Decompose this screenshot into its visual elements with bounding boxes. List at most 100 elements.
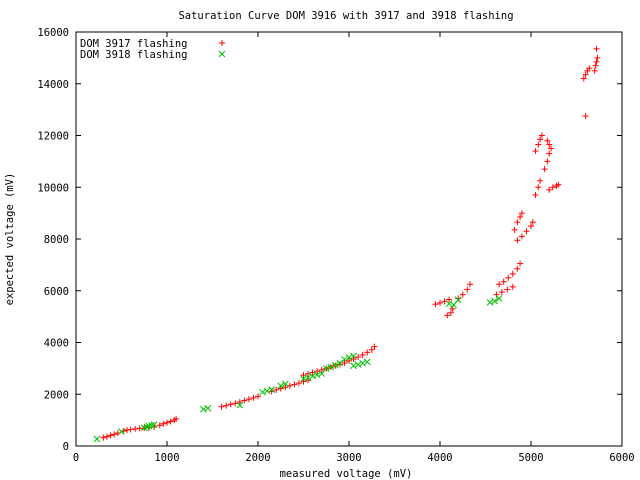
data-point <box>491 297 498 305</box>
data-point <box>273 386 280 393</box>
x-tick-label: 4000 <box>427 452 452 464</box>
data-point <box>236 401 244 409</box>
data-point <box>537 136 544 143</box>
data-point <box>359 351 366 358</box>
data-point <box>331 361 339 369</box>
data-point <box>555 181 562 188</box>
data-point <box>523 228 530 235</box>
data-point <box>518 210 525 217</box>
y-axis-label: expected voltage (mV) <box>4 173 16 306</box>
data-point <box>255 393 261 400</box>
y-tick-label: 0 <box>63 441 69 453</box>
data-point <box>282 384 289 391</box>
data-point <box>509 270 516 277</box>
data-point <box>341 355 348 363</box>
data-point <box>500 278 507 285</box>
legend-marker <box>219 40 225 46</box>
x-tick-label: 0 <box>73 452 79 464</box>
data-point <box>127 426 134 433</box>
data-point <box>496 281 503 288</box>
data-point <box>173 415 180 422</box>
data-point <box>437 299 443 306</box>
data-point <box>350 352 357 360</box>
data-point <box>544 137 551 144</box>
data-point <box>486 299 494 306</box>
data-point <box>445 300 453 308</box>
y-tick-label: 2000 <box>44 389 69 401</box>
x-axis-label: measured voltage (mV) <box>280 468 413 480</box>
data-point <box>517 214 524 221</box>
data-point <box>227 401 234 408</box>
data-point <box>541 166 548 173</box>
x-tick-label: 2000 <box>245 452 270 464</box>
data-point <box>580 75 587 82</box>
data-point <box>359 359 367 367</box>
data-point <box>355 353 362 360</box>
data-point <box>327 363 335 371</box>
data-point <box>582 71 589 78</box>
legend-label: DOM 3918 flashing <box>80 49 187 61</box>
data-point <box>93 435 101 443</box>
data-point <box>518 233 525 240</box>
data-point <box>371 343 378 350</box>
data-point <box>286 382 293 389</box>
data-point <box>259 388 266 396</box>
data-point <box>593 58 600 65</box>
data-point <box>167 418 174 425</box>
y-tick-label: 6000 <box>44 286 69 298</box>
data-point <box>444 312 451 319</box>
x-tick-label: 1000 <box>154 452 179 464</box>
data-point <box>593 45 600 52</box>
data-point <box>322 365 330 372</box>
y-tick-label: 4000 <box>44 338 69 350</box>
data-point <box>446 296 453 303</box>
data-point <box>318 366 325 373</box>
data-point <box>467 281 474 288</box>
data-point <box>538 132 545 139</box>
data-point <box>281 380 289 388</box>
y-tick-label: 10000 <box>37 182 69 194</box>
data-point <box>432 301 439 308</box>
data-point <box>498 289 505 296</box>
data-point <box>218 403 225 410</box>
data-point <box>586 65 593 72</box>
data-point <box>528 223 534 230</box>
data-point <box>346 357 352 364</box>
data-point <box>350 356 357 363</box>
data-point <box>341 359 348 366</box>
data-point <box>447 309 454 316</box>
data-point <box>449 305 456 312</box>
data-point <box>204 404 212 412</box>
data-point <box>300 375 307 383</box>
data-point <box>223 402 230 409</box>
data-point <box>250 394 257 401</box>
data-point <box>514 237 521 244</box>
x-tick-label: 5000 <box>518 452 543 464</box>
y-axis: 0 2000 4000 6000 8000 10000 12000 14000 16000 <box>37 27 622 453</box>
data-point <box>118 428 125 435</box>
data-point <box>548 145 555 152</box>
data-point <box>464 286 471 293</box>
data-point <box>295 380 302 387</box>
data-point <box>107 432 114 439</box>
data-point <box>455 295 462 302</box>
y-tick-label: 8000 <box>44 234 69 246</box>
y-tick-label: 12000 <box>37 131 69 143</box>
data-point <box>591 67 598 74</box>
data-point <box>241 397 248 404</box>
data-point <box>505 274 512 281</box>
data-point <box>313 371 321 379</box>
data-point <box>363 358 371 366</box>
data-point <box>100 434 107 441</box>
data-point <box>232 400 239 407</box>
data-point <box>509 283 516 290</box>
data-point <box>354 361 362 368</box>
series-1 <box>100 45 601 441</box>
data-point <box>300 378 307 385</box>
plot-frame <box>75 31 623 447</box>
data-point <box>143 423 151 431</box>
data-point <box>305 377 312 384</box>
x-tick-label: 6000 <box>609 452 634 464</box>
data-point <box>368 346 375 353</box>
